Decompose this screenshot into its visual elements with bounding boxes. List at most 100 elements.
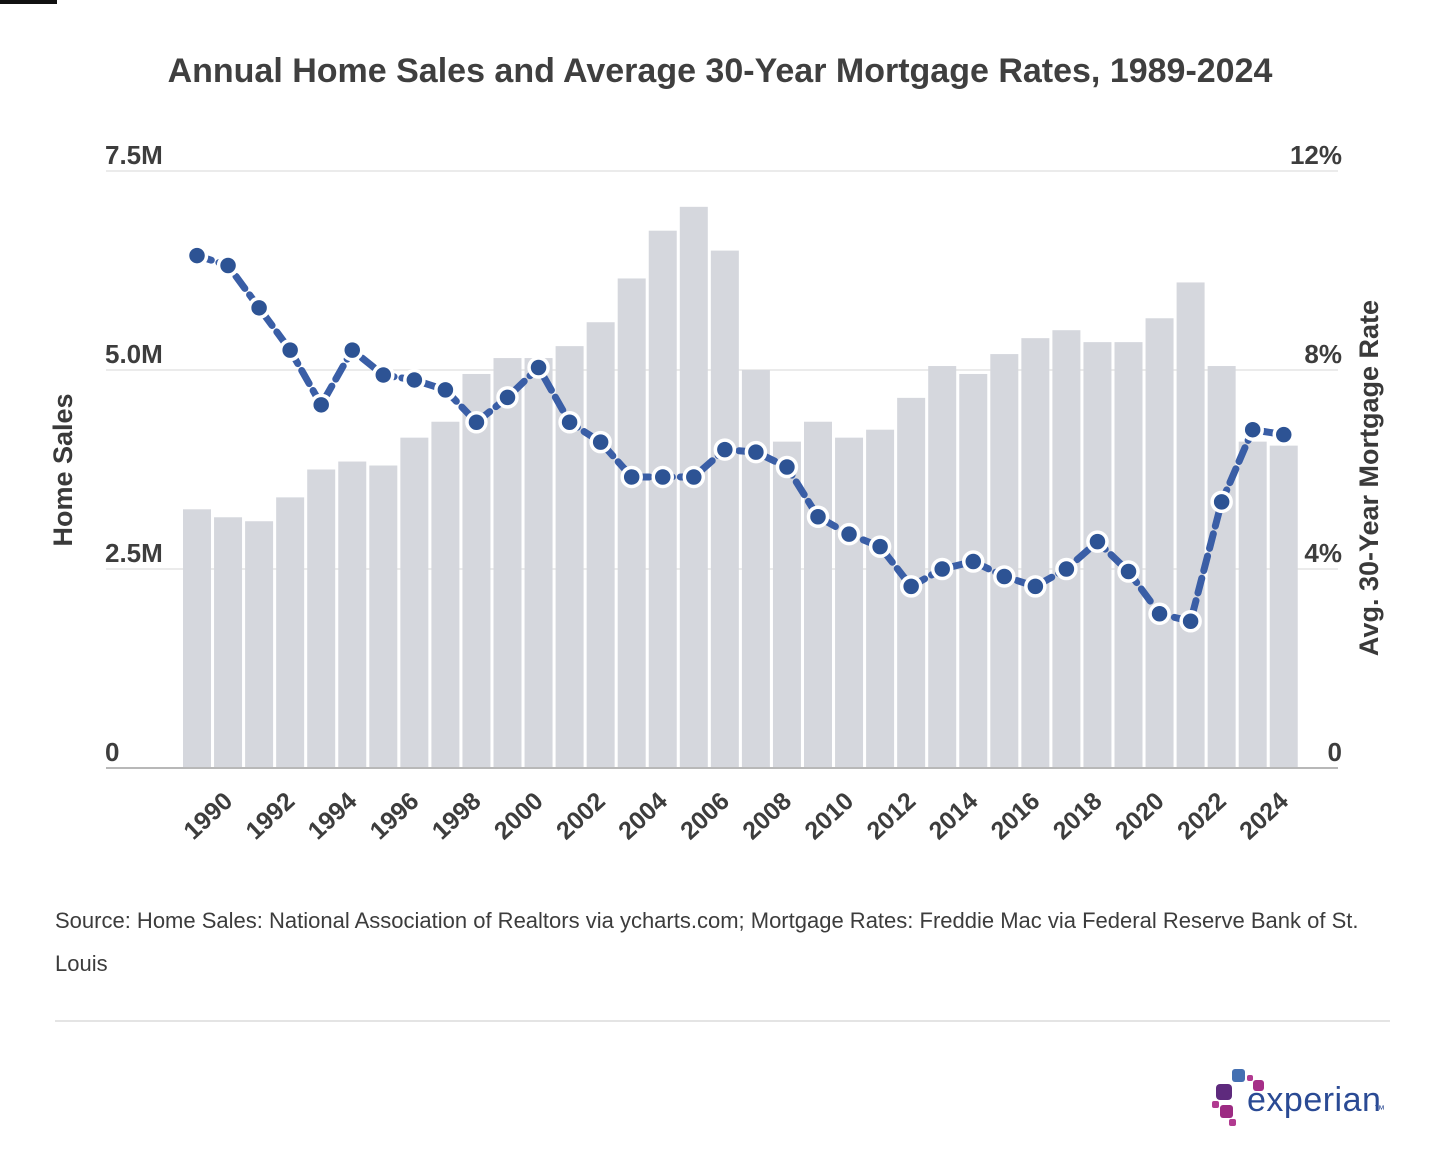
home-sales-bar-1999 xyxy=(493,358,522,768)
home-sales-bar-2018 xyxy=(1083,342,1112,768)
x-axis-tick-label: 2000 xyxy=(489,787,549,845)
mortgage-rate-point-2020 xyxy=(1148,602,1171,626)
home-sales-bar-2019 xyxy=(1114,342,1143,768)
chart-title: Annual Home Sales and Average 30-Year Mo… xyxy=(167,52,1273,90)
home-sales-bar-2004 xyxy=(648,230,677,768)
mortgage-rate-line-layer xyxy=(185,244,1295,633)
home-sales-bar-2009 xyxy=(804,421,832,768)
home-sales-bar-2017 xyxy=(1052,330,1081,768)
experian-logo: experian ™ xyxy=(1210,1056,1400,1140)
mortgage-rate-point-2022 xyxy=(1210,490,1233,514)
mortgage-rate-point-2019 xyxy=(1117,560,1140,583)
right-axis-tick-label: 0 xyxy=(1328,737,1342,767)
home-sales-bar-2008 xyxy=(772,441,801,768)
right-axis-tick-label: 4% xyxy=(1304,538,1342,568)
home-sales-bar-1996 xyxy=(400,437,429,768)
mortgage-rate-point-2024 xyxy=(1272,423,1295,446)
home-sales-bar-2024 xyxy=(1269,445,1298,768)
home-sales-bar-1989 xyxy=(183,509,211,768)
home-sales-bar-2006 xyxy=(710,250,739,769)
home-sales-bar-2007 xyxy=(741,370,770,768)
home-sales-bars-layer xyxy=(183,206,1298,769)
mortgage-rate-point-2014 xyxy=(962,550,985,573)
mortgage-rate-point-1998 xyxy=(465,410,488,434)
right-axis-tick-label: 12% xyxy=(1290,140,1342,170)
mortgage-rate-point-2018 xyxy=(1086,530,1109,553)
mortgage-rate-point-2010 xyxy=(837,522,861,546)
home-sales-bar-1998 xyxy=(462,373,491,768)
home-sales-bar-1997 xyxy=(431,421,460,768)
home-sales-bar-1995 xyxy=(369,465,398,768)
mortgage-rate-point-1997 xyxy=(434,378,457,402)
x-axis-tick-label: 2004 xyxy=(613,787,673,845)
home-sales-bar-2003 xyxy=(617,278,646,768)
logo-trademark: ™ xyxy=(1374,1104,1385,1116)
home-sales-bar-2011 xyxy=(866,429,895,768)
home-sales-bar-2021 xyxy=(1176,282,1205,768)
logo-square-blue-icon xyxy=(1232,1069,1245,1082)
home-sales-bar-1992 xyxy=(276,497,305,768)
mortgage-rate-point-2015 xyxy=(993,565,1016,588)
x-axis-tick-label: 2020 xyxy=(1110,787,1170,845)
left-axis-tick-label: 2.5M xyxy=(105,538,163,568)
home-sales-bar-2023 xyxy=(1238,441,1267,768)
combo-chart: 7.5M 5.0M 2.5M 0 12% 8% 4% 0 1990 1992 1994 1996 199… xyxy=(48,140,1384,845)
mortgage-rate-point-2000 xyxy=(527,356,550,379)
x-axis-tick-label: 2018 xyxy=(1048,787,1108,845)
x-axis-tick-label: 2014 xyxy=(924,787,984,845)
x-axis-tick-label: 2010 xyxy=(799,787,859,845)
mortgage-rate-point-2013 xyxy=(930,557,954,581)
home-sales-bar-1991 xyxy=(245,521,274,768)
source-attribution: Source: Home Sales: National Association… xyxy=(55,908,1359,976)
x-axis-tick-label: 2002 xyxy=(551,787,611,845)
x-axis-tick-label: 2022 xyxy=(1172,787,1232,845)
logo-square-magenta-small3-icon xyxy=(1229,1119,1236,1126)
home-sales-bar-2002 xyxy=(586,322,615,768)
mortgage-rate-point-2021 xyxy=(1179,609,1202,633)
home-sales-bar-1994 xyxy=(338,461,367,768)
right-axis-title: Avg. 30-Year Mortgage Rate xyxy=(1354,300,1384,656)
home-sales-bar-1990 xyxy=(214,517,243,768)
x-axis-tick-label: 1994 xyxy=(303,787,363,845)
mortgage-rate-point-1993 xyxy=(309,393,333,417)
footer-divider xyxy=(55,1020,1390,1022)
mortgage-rate-point-2023 xyxy=(1241,418,1264,441)
home-sales-bar-2020 xyxy=(1145,318,1174,768)
home-sales-bar-1993 xyxy=(307,469,336,768)
mortgage-rate-point-2003 xyxy=(620,465,643,489)
left-axis-tick-label: 5.0M xyxy=(105,339,163,369)
x-axis-tick-label: 2006 xyxy=(675,787,735,845)
mortgage-rate-point-1996 xyxy=(403,368,426,392)
x-axis-tick-label: 2012 xyxy=(861,787,921,845)
x-axis-tick-label: 2016 xyxy=(986,787,1046,845)
logo-square-purple-icon xyxy=(1216,1084,1232,1100)
left-axis-tick-label: 7.5M xyxy=(105,140,163,170)
mortgage-rate-point-2012 xyxy=(899,575,923,598)
mortgage-rate-point-2009 xyxy=(806,505,830,529)
mortgage-rate-point-1999 xyxy=(496,386,519,409)
right-axis-tick-label: 8% xyxy=(1304,339,1342,369)
logo-square-magenta-small-icon xyxy=(1247,1075,1253,1081)
logo-square-magenta-large-icon xyxy=(1220,1105,1233,1118)
mortgage-rate-point-1989 xyxy=(185,244,209,267)
home-sales-bar-2016 xyxy=(1021,338,1050,768)
mortgage-rate-point-2006 xyxy=(713,438,737,461)
mortgage-rate-point-2011 xyxy=(868,535,892,558)
mortgage-rate-point-2002 xyxy=(589,430,612,454)
logo-wordmark: experian xyxy=(1247,1081,1382,1119)
x-axis-tick-label: 1990 xyxy=(178,787,238,845)
top-left-black-strip xyxy=(0,0,57,4)
mortgage-rate-point-1994 xyxy=(341,338,364,362)
mortgage-rate-point-2004 xyxy=(651,465,674,489)
x-axis-tick-label: 1998 xyxy=(427,787,487,845)
mortgage-rate-point-2001 xyxy=(558,410,581,434)
home-sales-bar-2000 xyxy=(524,358,553,768)
mortgage-rate-point-2005 xyxy=(682,465,706,489)
mortgage-rate-point-1990 xyxy=(216,254,240,277)
x-axis-tick-label: 2024 xyxy=(1234,787,1294,845)
mortgage-rate-point-1991 xyxy=(247,296,271,320)
x-axis-tick-label: 2008 xyxy=(737,787,797,845)
home-sales-bar-2015 xyxy=(990,354,1019,768)
mortgage-rate-point-2007 xyxy=(744,440,768,464)
